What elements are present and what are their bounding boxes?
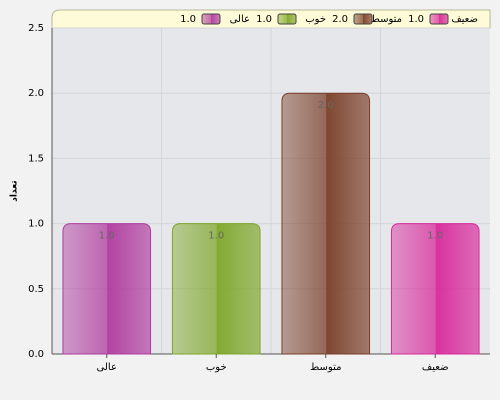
x-tick-label: ضعیف: [422, 362, 449, 373]
y-axis-label: تعداد: [10, 180, 20, 201]
y-tick-label: 1.5: [28, 153, 44, 164]
data-label: 2.0: [318, 100, 334, 111]
legend-swatch: [277, 13, 297, 25]
legend-value: 2.0: [332, 14, 348, 25]
x-tick-label: عالی: [97, 362, 117, 373]
legend-swatch: [201, 13, 221, 25]
data-label: 1.0: [427, 231, 443, 242]
legend-value: 1.0: [180, 14, 196, 25]
legend-box: [51, 9, 491, 29]
legend-swatch: [353, 13, 373, 25]
legend-swatch: [429, 13, 449, 25]
legend-value: 1.0: [408, 14, 424, 25]
y-tick-label: 2.0: [28, 88, 44, 99]
y-tick-label: 0.0: [28, 349, 44, 360]
bar: [62, 223, 152, 355]
legend-value: 1.0: [256, 14, 272, 25]
data-label: 1.0: [208, 231, 224, 242]
x-tick-label: خوب: [206, 362, 227, 373]
bar: [171, 223, 261, 355]
y-tick-label: 1.0: [28, 219, 44, 230]
legend-label: خوب: [305, 14, 326, 25]
data-label: 1.0: [99, 231, 115, 242]
legend-label: متوسط: [371, 14, 402, 25]
x-tick-label: متوسط: [310, 362, 341, 373]
y-tick-label: 2.5: [28, 23, 44, 34]
legend-label: عالی: [230, 14, 250, 25]
legend-label: ضعیف: [451, 14, 478, 25]
bar: [281, 92, 371, 355]
bar: [390, 223, 480, 355]
y-tick-label: 0.5: [28, 284, 44, 295]
